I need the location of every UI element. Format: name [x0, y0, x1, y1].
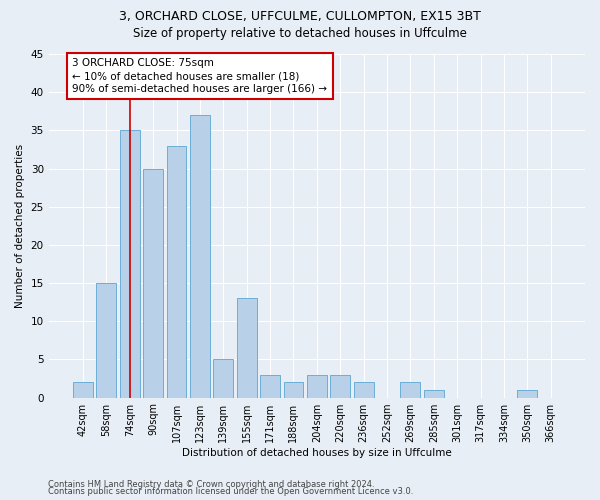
Bar [97, 283, 116, 398]
Bar [284, 382, 304, 398]
Text: Contains public sector information licensed under the Open Government Licence v3: Contains public sector information licen… [48, 487, 413, 496]
Bar [190, 115, 210, 398]
Bar [307, 374, 327, 398]
Bar [424, 390, 443, 398]
Text: Contains HM Land Registry data © Crown copyright and database right 2024.: Contains HM Land Registry data © Crown c… [48, 480, 374, 489]
Y-axis label: Number of detached properties: Number of detached properties [15, 144, 25, 308]
X-axis label: Distribution of detached houses by size in Uffculme: Distribution of detached houses by size … [182, 448, 452, 458]
Text: 3 ORCHARD CLOSE: 75sqm
← 10% of detached houses are smaller (18)
90% of semi-det: 3 ORCHARD CLOSE: 75sqm ← 10% of detached… [73, 58, 328, 94]
Bar [214, 360, 233, 398]
Bar [353, 382, 374, 398]
Bar [120, 130, 140, 398]
Bar [237, 298, 257, 398]
Bar [330, 374, 350, 398]
Bar [400, 382, 421, 398]
Text: 3, ORCHARD CLOSE, UFFCULME, CULLOMPTON, EX15 3BT: 3, ORCHARD CLOSE, UFFCULME, CULLOMPTON, … [119, 10, 481, 23]
Bar [517, 390, 537, 398]
Text: Size of property relative to detached houses in Uffculme: Size of property relative to detached ho… [133, 28, 467, 40]
Bar [143, 168, 163, 398]
Bar [167, 146, 187, 398]
Bar [73, 382, 93, 398]
Bar [260, 374, 280, 398]
